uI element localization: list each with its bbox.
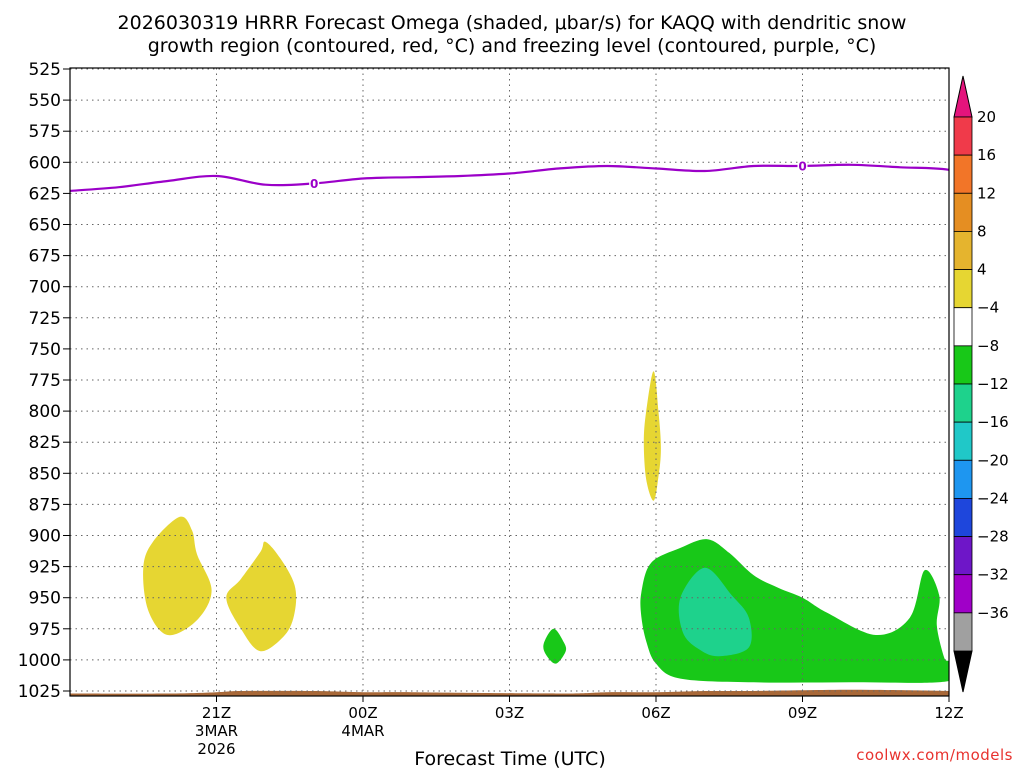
ytick-label-525: 525 — [29, 60, 61, 80]
colorbar-swatch-5 — [953, 307, 973, 347]
x-axis-label: Forecast Time (UTC) — [414, 748, 605, 768]
ytick-label-650: 650 — [29, 216, 61, 236]
omega-region-0 — [143, 516, 212, 636]
colorbar-label-0: 20 — [977, 108, 996, 126]
colorbar-swatch-12 — [953, 574, 973, 614]
xtick-sublabel-21Z: 3MAR — [195, 722, 238, 740]
colorbar-swatch-3 — [953, 231, 973, 270]
colorbar-label-5: −4 — [977, 299, 999, 317]
omega-region-1 — [226, 541, 297, 652]
colorbar-swatch-7 — [953, 383, 973, 423]
colorbar-swatch-4 — [953, 269, 973, 309]
colorbar-swatch-1 — [953, 154, 973, 194]
ytick-label-950: 950 — [29, 589, 61, 609]
freezing-level-label-bg-1 — [797, 159, 808, 174]
ytick-label-825: 825 — [29, 433, 61, 453]
ytick-label-600: 600 — [29, 153, 61, 173]
colorbar-label-13: −36 — [977, 604, 1009, 622]
ytick-label-775: 775 — [29, 371, 61, 391]
ground-surface — [70, 689, 949, 696]
ytick-label-850: 850 — [29, 464, 61, 484]
xtick-year-21Z: 2026 — [197, 740, 235, 758]
ytick-label-750: 750 — [29, 340, 61, 360]
freezing-level-label-1: 0 — [798, 160, 806, 174]
xtick-label-06Z: 06Z — [641, 704, 670, 722]
ytick-label-800: 800 — [29, 402, 61, 422]
omega-region-2 — [643, 371, 661, 501]
y-axis: 525 550 575 600 625 650 675 700 725 750 775 800 825 8… — [18, 60, 70, 702]
colorbar-label-9: −20 — [977, 451, 1009, 469]
freezing-level-label-bg-0 — [309, 176, 320, 191]
xtick-label-09Z: 09Z — [788, 704, 817, 722]
colorbar-label-10: −24 — [977, 489, 1009, 507]
xtick-label-03Z: 03Z — [495, 704, 524, 722]
colorbar-swatch-13 — [953, 612, 973, 652]
colorbar-label-2: 12 — [977, 184, 996, 202]
omega-region-6 — [678, 567, 752, 657]
xtick-label-21Z: 21Z — [202, 704, 231, 722]
colorbar-swatch-2 — [953, 192, 973, 232]
xtick-label-00Z: 00Z — [348, 704, 377, 722]
ytick-label-675: 675 — [29, 247, 61, 267]
colorbar-label-11: −28 — [977, 528, 1009, 546]
ytick-label-1000: 1000 — [18, 651, 61, 671]
colorbar-label-6: −8 — [977, 337, 999, 355]
credit-link[interactable]: coolwx.com/models — [856, 746, 1013, 764]
xtick-label-12Z: 12Z — [934, 704, 963, 722]
colorbar-label-8: −16 — [977, 413, 1009, 431]
colorbar-label-3: 8 — [977, 222, 987, 240]
ytick-label-700: 700 — [29, 278, 61, 298]
colorbar-swatch-9 — [953, 459, 973, 499]
xtick-sublabel-00Z: 4MAR — [341, 722, 384, 740]
freezing-level-label-0: 0 — [310, 177, 318, 191]
colorbar-label-12: −32 — [977, 566, 1009, 584]
chart-title-line1: 2026030319 HRRR Forecast Omega (shaded, … — [118, 12, 907, 34]
plot-area — [70, 371, 949, 696]
ytick-label-725: 725 — [29, 309, 61, 329]
colorbar-swatch-10 — [953, 498, 973, 537]
ytick-label-900: 900 — [29, 527, 61, 547]
ytick-label-875: 875 — [29, 495, 61, 515]
omega-region-3 — [543, 628, 567, 664]
colorbar-label-7: −12 — [977, 375, 1009, 393]
ytick-label-625: 625 — [29, 184, 61, 204]
ytick-label-1025: 1025 — [18, 682, 61, 702]
chart-title-line2: growth region (contoured, red, °C) and f… — [148, 35, 877, 57]
colorbar-swatch-11 — [953, 536, 973, 576]
colorbar-swatch-6 — [953, 345, 973, 385]
colorbar-label-1: 16 — [977, 146, 996, 164]
freezing-level-contour — [70, 163, 949, 192]
ytick-label-925: 925 — [29, 558, 61, 578]
ytick-label-975: 975 — [29, 620, 61, 640]
colorbar-swatch-8 — [953, 421, 973, 461]
ytick-label-575: 575 — [29, 122, 61, 142]
colorbar-swatch-0 — [953, 116, 973, 156]
colorbar: 20 16 12 8 4 −4 −8 −12 −16 −20 −24 −28 −32 −36 — [953, 75, 1009, 693]
ytick-label-550: 550 — [29, 91, 61, 111]
freezing-level-layer: 00 — [70, 159, 949, 192]
colorbar-label-4: 4 — [977, 261, 987, 279]
freezing-level-line — [70, 163, 949, 192]
